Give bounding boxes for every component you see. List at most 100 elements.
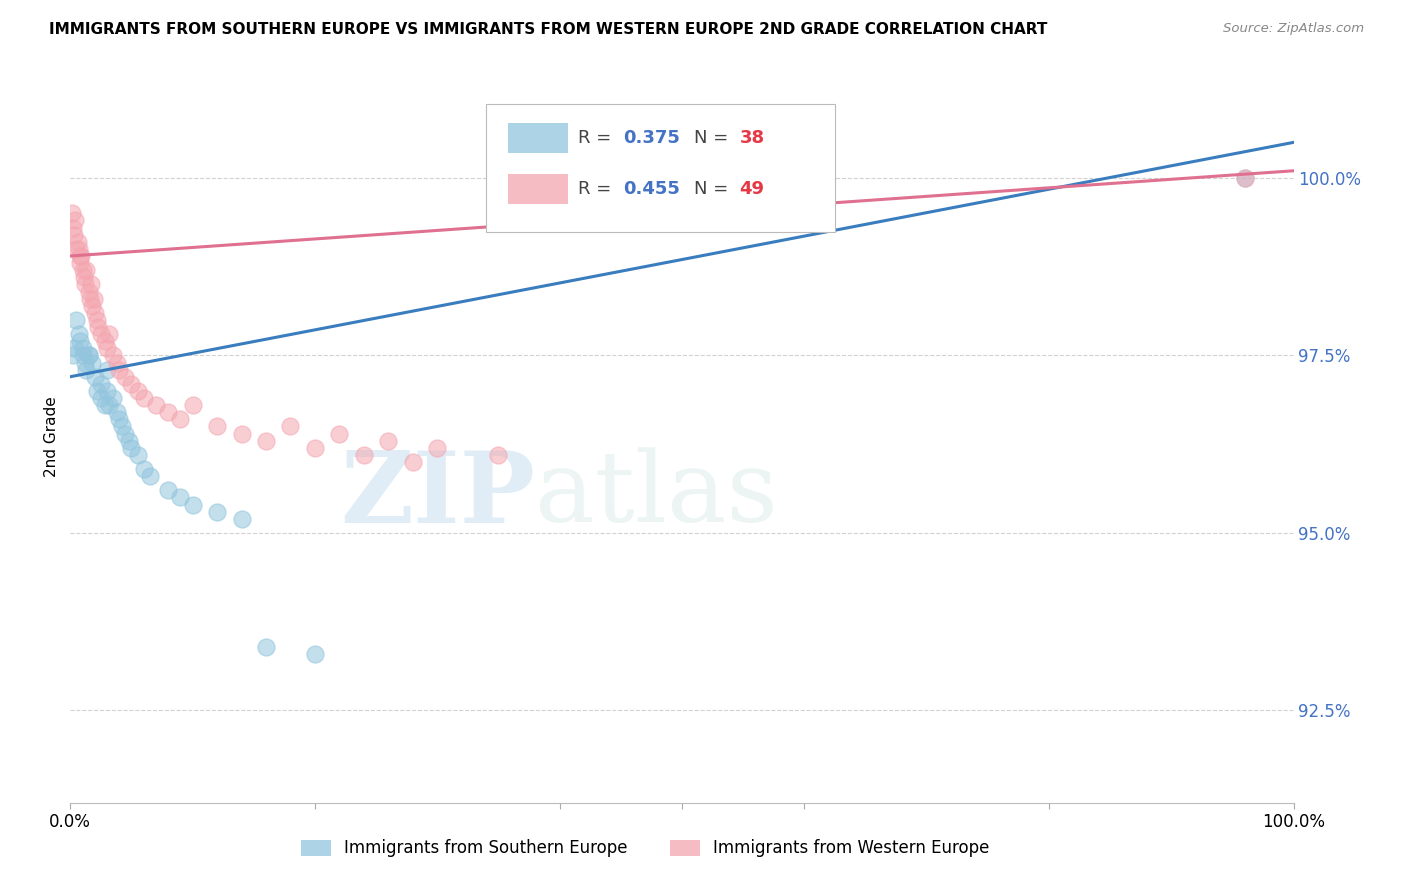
Point: [72, 348, 94, 362]
Point: [139, 469, 162, 483]
Point: [63, 341, 86, 355]
Point: [132, 462, 155, 476]
Y-axis label: 2nd Grade: 2nd Grade: [44, 397, 59, 477]
Point: [77, 348, 100, 362]
Point: [93, 334, 115, 349]
Point: [83, 369, 105, 384]
Point: [79, 292, 101, 306]
Point: [73, 277, 96, 292]
Point: [426, 441, 449, 455]
Point: [101, 348, 124, 362]
Point: [488, 448, 510, 462]
Point: [86, 313, 108, 327]
Point: [1233, 170, 1256, 185]
Point: [90, 376, 112, 391]
Point: [108, 362, 131, 376]
Point: [157, 483, 180, 498]
Text: 38: 38: [740, 129, 765, 147]
Point: [70, 249, 93, 263]
Point: [254, 434, 277, 448]
Text: N =: N =: [695, 180, 734, 198]
Point: [353, 448, 375, 462]
Point: [328, 426, 350, 441]
Point: [98, 398, 121, 412]
Point: [80, 277, 103, 292]
Point: [75, 263, 97, 277]
Point: [73, 355, 96, 369]
Point: [72, 341, 94, 355]
Point: [181, 498, 204, 512]
Point: [304, 647, 326, 661]
Point: [304, 441, 326, 455]
Point: [377, 434, 399, 448]
Point: [121, 376, 143, 391]
Point: [69, 334, 91, 349]
Point: [83, 292, 105, 306]
Point: [98, 327, 121, 342]
Point: [205, 419, 228, 434]
Point: [111, 419, 134, 434]
Text: 0.455: 0.455: [623, 180, 681, 198]
Point: [60, 206, 83, 220]
FancyBboxPatch shape: [508, 122, 568, 153]
Text: atlas: atlas: [536, 448, 778, 543]
Point: [69, 256, 91, 270]
Point: [90, 327, 112, 342]
Point: [105, 355, 128, 369]
Point: [181, 398, 204, 412]
Point: [127, 448, 149, 462]
Point: [86, 384, 108, 398]
Point: [1233, 170, 1256, 185]
Point: [77, 285, 100, 299]
Point: [82, 355, 104, 369]
Point: [90, 391, 112, 405]
Point: [65, 313, 87, 327]
Point: [101, 391, 124, 405]
Point: [121, 441, 143, 455]
Text: 0.375: 0.375: [623, 129, 681, 147]
Text: Source: ZipAtlas.com: Source: ZipAtlas.com: [1223, 22, 1364, 36]
Point: [75, 362, 97, 376]
Point: [63, 227, 86, 242]
Point: [169, 491, 191, 505]
Point: [205, 505, 228, 519]
Legend: Immigrants from Southern Europe, Immigrants from Western Europe: Immigrants from Southern Europe, Immigra…: [294, 832, 995, 864]
Point: [83, 306, 105, 320]
Point: [96, 362, 118, 376]
Text: ZIP: ZIP: [340, 447, 536, 544]
Point: [63, 213, 86, 227]
Point: [87, 320, 110, 334]
Point: [72, 263, 94, 277]
Point: [96, 384, 118, 398]
Point: [254, 640, 277, 654]
Point: [82, 299, 104, 313]
Point: [96, 341, 118, 355]
Point: [118, 434, 141, 448]
Point: [93, 398, 115, 412]
Point: [231, 512, 253, 526]
Point: [67, 327, 90, 342]
Point: [402, 455, 425, 469]
FancyBboxPatch shape: [486, 104, 835, 232]
Point: [145, 398, 167, 412]
Point: [108, 412, 131, 426]
FancyBboxPatch shape: [508, 174, 568, 204]
Point: [66, 235, 89, 249]
Text: IMMIGRANTS FROM SOUTHERN EUROPE VS IMMIGRANTS FROM WESTERN EUROPE 2ND GRADE CORR: IMMIGRANTS FROM SOUTHERN EUROPE VS IMMIG…: [49, 22, 1047, 37]
Point: [62, 348, 84, 362]
Text: R =: R =: [578, 180, 617, 198]
Point: [67, 242, 90, 256]
Text: N =: N =: [695, 129, 734, 147]
Point: [73, 270, 96, 285]
Point: [169, 412, 191, 426]
Point: [69, 249, 91, 263]
Point: [114, 369, 136, 384]
Point: [77, 348, 100, 362]
Point: [62, 220, 84, 235]
Point: [132, 391, 155, 405]
Point: [105, 405, 128, 419]
Point: [114, 426, 136, 441]
Point: [280, 419, 302, 434]
Text: 49: 49: [740, 180, 765, 198]
Point: [127, 384, 149, 398]
